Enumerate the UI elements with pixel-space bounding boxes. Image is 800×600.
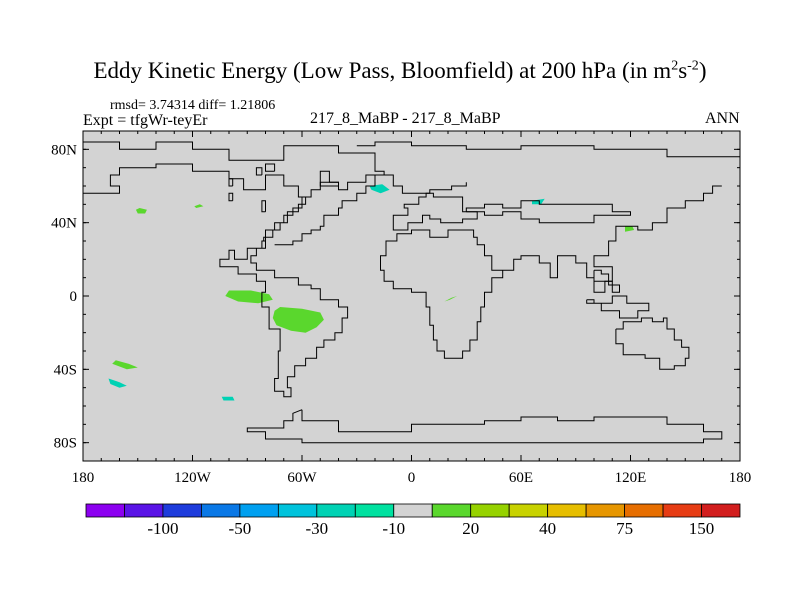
north-pacific-blob	[135, 208, 147, 214]
coastline-segment	[586, 295, 650, 319]
coastline-segment	[465, 200, 631, 224]
coastline-segment	[593, 269, 620, 293]
title-suffix: )	[698, 58, 707, 83]
stats-text: rmsd= 3.74314 diff= 1.21806	[110, 98, 276, 113]
x-tick-label: 120W	[174, 470, 212, 486]
colorbar-label: 40	[539, 519, 556, 538]
colorbar: -100 -50 -30 -10 20 40 75 150	[85, 503, 741, 538]
colorbar-box	[316, 503, 356, 518]
africa-blob	[444, 296, 458, 302]
coastline-segment	[228, 178, 234, 187]
y-tick-label: 40S	[54, 362, 77, 378]
colorbar-box	[662, 503, 702, 518]
colorbar-box	[354, 503, 395, 518]
colorbar-box	[85, 503, 125, 518]
colorbar-label: -50	[229, 519, 252, 538]
colorbar-box	[624, 503, 664, 518]
chart-title: Eddy Kinetic Energy (Low Pass, Bloomfiel…	[0, 58, 800, 84]
title-unit-s: s	[678, 58, 688, 83]
x-tick-label: 180	[729, 470, 752, 486]
colorbar-label: 20	[462, 519, 479, 538]
colorbar-label: 75	[616, 519, 633, 538]
south-america-blob	[272, 307, 324, 333]
colorbar-box	[470, 503, 510, 518]
southern-ocean-blob	[221, 396, 235, 401]
coastline-segment	[615, 317, 690, 370]
coastline-segment	[380, 185, 722, 359]
colorbar-label: -30	[305, 519, 328, 538]
coastline-segment	[392, 192, 478, 231]
siberia-blob	[532, 198, 545, 205]
anomaly-regions	[108, 184, 635, 401]
y-tick-label: 80N	[51, 142, 77, 158]
colorbar-box	[162, 503, 202, 518]
y-axis: 80N 40N 0 40S 80S	[51, 142, 740, 452]
x-tick-label: 60W	[287, 470, 317, 486]
colorbar-box	[239, 503, 279, 518]
case-text: 217_8_MaBP - 217_8_MaBP	[310, 110, 501, 127]
colorbar-box	[547, 503, 587, 518]
coastline-segment	[319, 181, 339, 187]
colorbar-box	[277, 503, 318, 518]
expt-text: Expt = tfgWr-teyEr	[83, 112, 208, 129]
coastline-segment	[265, 163, 276, 172]
coastline-segment	[255, 167, 263, 176]
coastline-segment	[246, 409, 723, 444]
south-pacific-cyan-blob	[108, 378, 127, 388]
x-axis: 180 120W 60W 0 60E 120E 180	[72, 131, 752, 486]
coastline-segment	[261, 200, 266, 213]
colorbar-label: -100	[147, 519, 178, 538]
y-tick-label: 40N	[51, 216, 77, 232]
colorbar-box	[431, 503, 472, 518]
title-text: Eddy Kinetic Energy (Low Pass, Bloomfiel…	[93, 58, 672, 83]
colorbar-box	[585, 503, 625, 518]
coastline-segment	[356, 141, 740, 158]
north-pacific-small-blob	[194, 204, 204, 208]
coastline-segment	[228, 192, 234, 202]
x-tick-label: 0	[408, 470, 416, 486]
map-background	[83, 131, 740, 461]
x-tick-label: 60E	[509, 470, 533, 486]
colorbar-box	[201, 503, 241, 518]
colorbar-box	[393, 503, 433, 518]
colorbar-box	[124, 503, 164, 518]
coastlines	[83, 141, 740, 444]
title-sup-2: -2	[687, 58, 699, 74]
east-asia-blob	[625, 226, 635, 232]
south-pacific-blob	[112, 360, 138, 370]
season-text: ANN	[705, 110, 740, 127]
y-tick-label: 80S	[54, 436, 77, 452]
x-tick-label: 120E	[615, 470, 647, 486]
central-pacific-blob	[225, 290, 273, 304]
colorbar-box	[701, 503, 741, 518]
title-sup-1: 2	[671, 58, 679, 74]
colorbar-label: -10	[382, 519, 405, 538]
colorbar-label: 150	[689, 519, 715, 538]
y-tick-label: 0	[70, 289, 78, 305]
colorbar-box	[508, 503, 549, 518]
x-tick-label: 180	[72, 470, 95, 486]
